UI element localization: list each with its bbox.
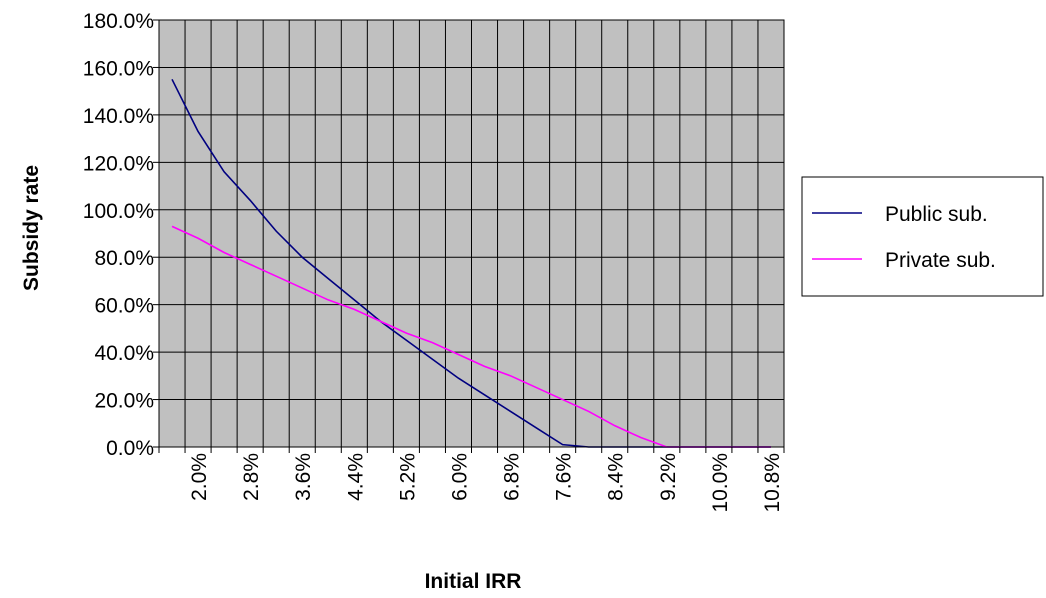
y-axis-ticks: 0.0% 20.0% 40.0% 60.0% 80.0% 100.0% 120.0% 140.… bbox=[83, 10, 159, 460]
y-tick-label: 140.0% bbox=[83, 105, 154, 128]
x-tick-label: 4.4% bbox=[344, 453, 367, 501]
legend-label-private-sub: Private sub. bbox=[885, 249, 996, 272]
x-tick-label: 6.8% bbox=[501, 453, 524, 501]
x-axis-ticks: 2.0% 2.8% 3.6% 4.4% 5.2% 6.0% 6.8% 7.6% 8.4% 9.2%… bbox=[158, 447, 785, 513]
y-tick-label: 100.0% bbox=[83, 200, 154, 223]
y-tick-label: 80.0% bbox=[94, 247, 154, 270]
x-tick-label: 10.0% bbox=[709, 453, 732, 513]
x-tick-label: 7.6% bbox=[553, 453, 576, 501]
x-tick-label: 6.0% bbox=[448, 453, 471, 501]
x-tick-label: 9.2% bbox=[657, 453, 680, 501]
y-tick-label: 20.0% bbox=[94, 390, 154, 413]
x-tick-label: 3.6% bbox=[292, 453, 315, 501]
grid-lines bbox=[159, 20, 784, 447]
x-tick-label: 2.8% bbox=[240, 453, 263, 501]
x-tick-label: 2.0% bbox=[188, 453, 211, 501]
y-tick-label: 120.0% bbox=[83, 152, 154, 175]
y-axis-title: Subsidy rate bbox=[20, 165, 43, 291]
legend-box bbox=[801, 176, 1044, 297]
legend: Public sub. Private sub. bbox=[801, 176, 1044, 297]
y-tick-label: 180.0% bbox=[83, 10, 154, 33]
y-tick-label: 60.0% bbox=[94, 295, 154, 318]
x-tick-label: 8.4% bbox=[605, 453, 628, 501]
y-tick-label: 160.0% bbox=[83, 57, 154, 80]
x-tick-label: 5.2% bbox=[396, 453, 419, 501]
y-tick-label: 0.0% bbox=[106, 437, 154, 460]
y-tick-label: 40.0% bbox=[94, 342, 154, 365]
x-axis-title: Initial IRR bbox=[425, 570, 522, 593]
x-tick-label: 10.8% bbox=[761, 453, 784, 513]
legend-label-public-sub: Public sub. bbox=[885, 203, 988, 226]
